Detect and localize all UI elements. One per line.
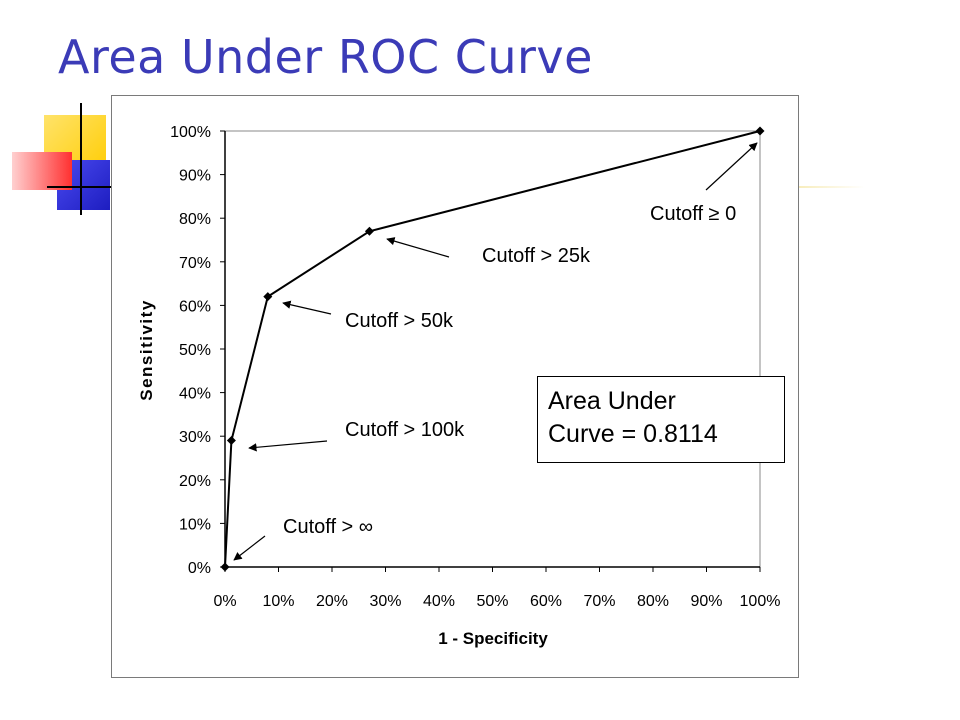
y-tick-label: 30% [179, 429, 211, 446]
plot-axes [224, 130, 761, 568]
x-tick-label: 80% [637, 593, 669, 610]
y-tick-label: 90% [179, 168, 211, 185]
y-tick-label: 100% [170, 124, 211, 141]
roc-point-marker [263, 292, 273, 302]
x-tick-label: 10% [262, 593, 294, 610]
x-tick-label: 20% [316, 593, 348, 610]
deco-vertical-line [80, 103, 82, 215]
series-layer [220, 126, 765, 572]
roc-point-marker [755, 126, 765, 136]
y-tick-labels: 0% 10% 20% 30% 40% 50% 60% 70% 80% 90% 100% [170, 124, 225, 577]
deco-red-square [12, 152, 72, 190]
annotation-arrow [233, 535, 266, 561]
y-tick-label: 70% [179, 255, 211, 272]
auc-box: Area Under Curve = 0.8114 [537, 376, 785, 463]
annotation-layer: Cutoff > ∞ Cutoff > 100k Cutoff > 50k Cutof… [233, 142, 758, 561]
y-tick-label: 10% [179, 516, 211, 533]
y-tick-label: 0% [188, 560, 211, 577]
x-tick-label: 50% [476, 593, 508, 610]
roc-curve-line [224, 130, 761, 568]
x-tick-label: 30% [369, 593, 401, 610]
annotation-label: Cutoff > 50k [345, 310, 454, 332]
y-tick-label: 60% [179, 298, 211, 315]
slide-title: Area Under ROC Curve [58, 30, 593, 84]
annotation-arrow [705, 142, 758, 191]
roc-point-marker [364, 226, 374, 236]
annotation-label: Cutoff > ∞ [283, 516, 373, 538]
x-tick-label: 90% [690, 593, 722, 610]
x-tick-label: 100% [740, 593, 781, 610]
deco-faint-line [770, 186, 865, 188]
y-axis-title: Sensitivity [137, 299, 156, 401]
x-tick-label: 0% [213, 593, 236, 610]
auc-line-1: Area Under [548, 387, 676, 415]
x-tick-labels: 0% 10% 20% 30% 40% 50% 60% 70% 80% 90% 100% [213, 567, 780, 610]
annotation-label: Cutoff ≥ 0 [650, 203, 736, 225]
annotation-arrow [386, 237, 450, 258]
roc-point-marker [220, 562, 230, 572]
x-tick-label: 70% [583, 593, 615, 610]
x-axis-title: 1 - Specificity [438, 629, 548, 648]
annotation-arrow [248, 440, 328, 452]
y-tick-label: 20% [179, 473, 211, 490]
annotation-label: Cutoff > 25k [482, 245, 591, 267]
y-tick-label: 50% [179, 342, 211, 359]
x-tick-label: 60% [530, 593, 562, 610]
y-tick-label: 80% [179, 211, 211, 228]
roc-point-marker [226, 436, 236, 446]
annotation-arrow [282, 300, 332, 315]
auc-line-2: Curve = 0.8114 [548, 420, 718, 448]
y-tick-label: 40% [179, 386, 211, 403]
deco-horizontal-line [47, 186, 112, 188]
x-tick-label: 40% [423, 593, 455, 610]
annotation-label: Cutoff > 100k [345, 419, 465, 441]
